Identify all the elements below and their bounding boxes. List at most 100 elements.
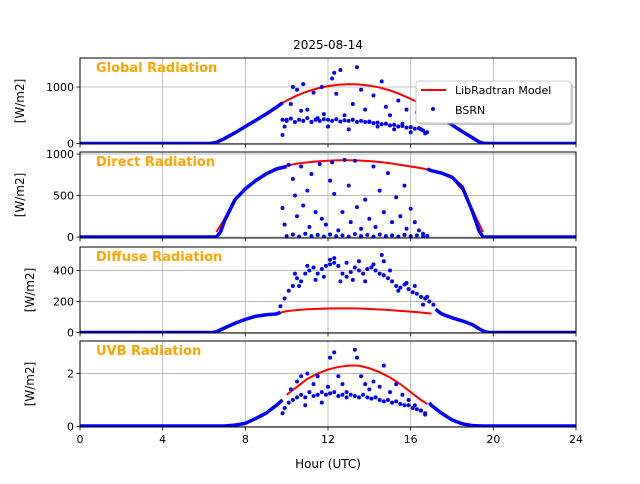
bsrn-point bbox=[388, 268, 392, 273]
bsrn-point bbox=[282, 405, 287, 410]
bsrn-point bbox=[406, 287, 411, 292]
bsrn-point bbox=[408, 130, 413, 135]
bsrn-point bbox=[408, 206, 413, 211]
y-axis-label: [W/m2] bbox=[13, 79, 27, 124]
bsrn-point bbox=[340, 382, 345, 387]
x-tick-label: 24 bbox=[569, 433, 583, 446]
bsrn-point bbox=[381, 210, 386, 215]
bsrn-point bbox=[315, 271, 320, 276]
bsrn-point bbox=[348, 392, 353, 397]
bsrn-point bbox=[307, 390, 312, 395]
y-tick-label: 0 bbox=[67, 137, 74, 150]
chart-title: 2025-08-14 bbox=[293, 38, 363, 52]
bsrn-point bbox=[336, 394, 341, 399]
bsrn-point bbox=[352, 232, 357, 237]
bsrn-point bbox=[371, 121, 376, 126]
bsrn-point bbox=[350, 101, 355, 106]
bsrn-point bbox=[346, 127, 351, 132]
bsrn-point bbox=[412, 126, 417, 131]
panel-3: 0 200 400 Diffuse Radiation [W/m2] bbox=[23, 246, 577, 340]
y-tick-label: 1000 bbox=[46, 81, 74, 94]
y-tick-label: 0 bbox=[67, 420, 74, 433]
bsrn-point bbox=[319, 84, 324, 89]
bsrn-point bbox=[398, 401, 403, 406]
bsrn-point bbox=[332, 260, 337, 265]
bsrn-point bbox=[367, 120, 372, 125]
bsrn-point bbox=[317, 162, 322, 167]
bsrn-point bbox=[328, 262, 333, 267]
bsrn-point bbox=[363, 279, 368, 284]
bsrn-point bbox=[359, 87, 364, 92]
bsrn-point bbox=[365, 395, 370, 400]
bsrn-point bbox=[309, 171, 314, 176]
bsrn-point bbox=[359, 118, 364, 123]
bsrn-point bbox=[303, 395, 308, 400]
bsrn-point bbox=[280, 411, 285, 416]
bsrn-point bbox=[286, 400, 291, 405]
bsrn-point bbox=[334, 91, 339, 96]
plot-area bbox=[80, 65, 576, 144]
bsrn-point bbox=[301, 82, 306, 87]
bsrn-point bbox=[394, 195, 399, 200]
bsrn-point bbox=[280, 133, 285, 138]
bsrn-point bbox=[342, 157, 347, 162]
bsrn-point bbox=[381, 363, 386, 368]
bsrn-point bbox=[431, 302, 436, 307]
bsrn-point bbox=[305, 371, 310, 376]
bsrn-point bbox=[282, 222, 287, 227]
bsrn-point bbox=[292, 193, 297, 198]
bsrn-point bbox=[416, 228, 421, 233]
bsrn-point bbox=[297, 234, 302, 238]
bsrn-point bbox=[278, 304, 283, 309]
bsrn-point bbox=[305, 107, 310, 112]
bsrn-point bbox=[392, 122, 397, 127]
bsrn-point bbox=[361, 271, 366, 276]
bsrn-point bbox=[338, 279, 343, 284]
plot-area bbox=[80, 157, 576, 238]
bsrn-point bbox=[371, 262, 376, 267]
bsrn-point bbox=[326, 124, 330, 129]
bsrn-point bbox=[412, 403, 417, 408]
bsrn-point bbox=[404, 107, 409, 112]
bsrn-point bbox=[414, 233, 419, 238]
bsrn-point bbox=[292, 120, 297, 125]
bsrn-point bbox=[295, 276, 299, 281]
bsrn-point bbox=[419, 294, 423, 299]
bsrn-point bbox=[381, 259, 386, 264]
bsrn-point bbox=[379, 122, 384, 127]
bsrn-point bbox=[357, 395, 361, 400]
bsrn-point bbox=[390, 279, 395, 284]
bsrn-point bbox=[311, 394, 316, 399]
bsrn-point bbox=[354, 205, 359, 210]
bsrn-point bbox=[375, 124, 380, 129]
bsrn-point bbox=[396, 98, 401, 103]
bsrn-point bbox=[321, 234, 326, 238]
bsrn-point bbox=[344, 274, 349, 279]
bsrn-point bbox=[303, 403, 308, 408]
panel-label: Direct Radiation bbox=[96, 155, 215, 170]
bsrn-point bbox=[280, 117, 285, 122]
bsrn-point bbox=[388, 390, 392, 395]
bsrn-point bbox=[396, 124, 401, 129]
bsrn-point bbox=[354, 355, 359, 360]
bsrn-point bbox=[336, 374, 341, 379]
bsrn-point bbox=[348, 270, 353, 275]
bsrn-point bbox=[295, 395, 299, 400]
bsrn-point bbox=[404, 280, 409, 285]
legend: LibRadtran Model BSRN bbox=[415, 80, 573, 125]
bsrn-point bbox=[350, 117, 355, 122]
bsrn-point bbox=[315, 116, 320, 121]
bsrn-point bbox=[295, 87, 299, 92]
legend-box bbox=[415, 80, 572, 124]
bsrn-point bbox=[354, 65, 359, 70]
bsrn-point bbox=[299, 279, 304, 284]
bsrn-point bbox=[286, 162, 291, 167]
bsrn-point bbox=[338, 119, 343, 124]
bsrn-point bbox=[363, 382, 368, 387]
bsrn-point bbox=[282, 124, 287, 129]
bsrn-point bbox=[290, 84, 295, 89]
bsrn-point bbox=[330, 160, 335, 165]
bsrn-point bbox=[311, 265, 316, 270]
legend-bsrn-swatch bbox=[431, 107, 435, 111]
